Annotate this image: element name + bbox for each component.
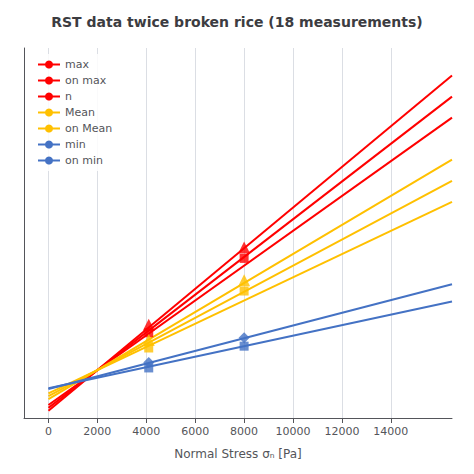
svg-text:12000: 12000 xyxy=(324,425,359,438)
svg-text:on min: on min xyxy=(65,154,103,167)
svg-text:4000: 4000 xyxy=(132,425,160,438)
svg-text:10000: 10000 xyxy=(276,425,311,438)
svg-text:2000: 2000 xyxy=(83,425,111,438)
svg-text:min: min xyxy=(65,138,86,151)
svg-text:8000: 8000 xyxy=(230,425,258,438)
svg-text:6000: 6000 xyxy=(181,425,209,438)
svg-text:on Mean: on Mean xyxy=(65,122,112,135)
svg-text:Mean: Mean xyxy=(65,106,95,119)
svg-text:max: max xyxy=(65,58,89,71)
svg-text:on max: on max xyxy=(65,74,107,87)
svg-text:Normal Stress σₙ [Pa]: Normal Stress σₙ [Pa] xyxy=(174,447,302,461)
svg-text:14000: 14000 xyxy=(373,425,408,438)
svg-text:0: 0 xyxy=(45,425,52,438)
svg-text:n: n xyxy=(65,90,72,103)
svg-text:RST data twice broken rice (18: RST data twice broken rice (18 measureme… xyxy=(51,14,423,30)
